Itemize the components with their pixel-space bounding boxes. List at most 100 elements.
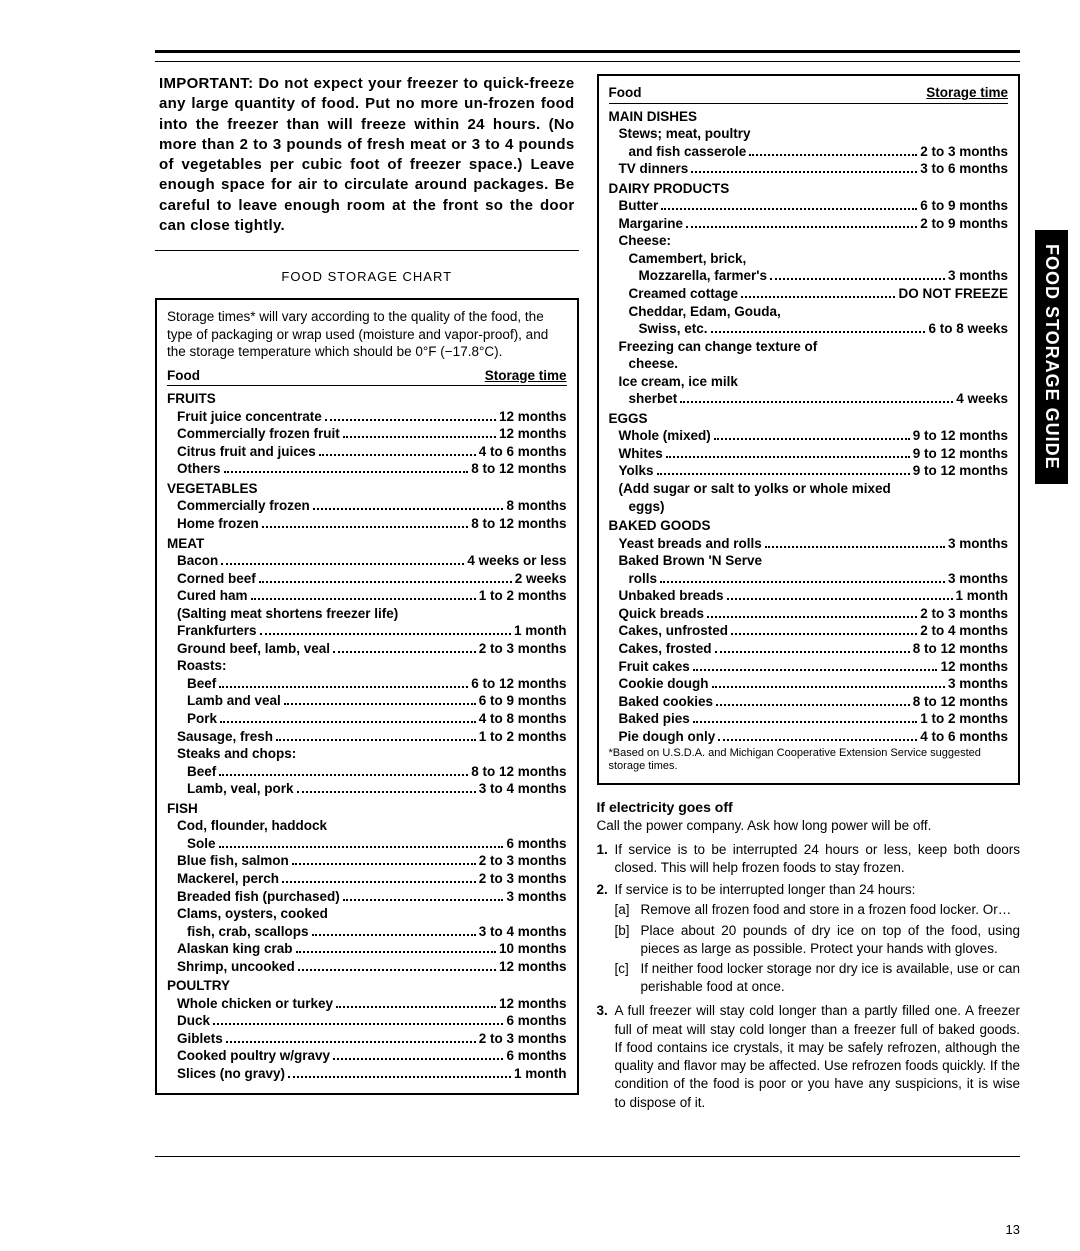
storage-label: Cakes, unfrosted bbox=[619, 622, 729, 640]
storage-time: 1 month bbox=[514, 622, 567, 640]
storage-label: Butter bbox=[619, 197, 659, 215]
leader-dots bbox=[693, 669, 938, 671]
storage-label: Alaskan king crab bbox=[177, 940, 293, 958]
sublist-letter: [b] bbox=[615, 922, 641, 958]
head-time-r: Storage time bbox=[926, 84, 1008, 102]
storage-time: 9 to 12 months bbox=[913, 445, 1008, 463]
leader-dots bbox=[716, 704, 910, 706]
storage-label: Slices (no gravy) bbox=[177, 1065, 285, 1083]
leader-dots bbox=[657, 473, 910, 475]
storage-label: Creamed cottage bbox=[629, 285, 739, 303]
storage-time: 3 months bbox=[948, 675, 1008, 693]
storage-time: 1 month bbox=[514, 1065, 567, 1083]
leader-dots bbox=[660, 581, 945, 583]
storage-label: Breaded fish (purchased) bbox=[177, 888, 340, 906]
storage-note: (Add sugar or salt to yolks or whole mix… bbox=[609, 480, 1009, 498]
storage-row: Pie dough only4 to 6 months bbox=[609, 728, 1009, 746]
sublist-text: Place about 20 pounds of dry ice on top … bbox=[641, 922, 1021, 958]
leader-dots bbox=[319, 454, 476, 456]
storage-time: 12 months bbox=[499, 995, 567, 1013]
category-heading: MEAT bbox=[167, 535, 567, 553]
head-food: Food bbox=[167, 367, 200, 385]
storage-label: sherbet bbox=[629, 390, 678, 408]
storage-time: 6 to 9 months bbox=[920, 197, 1008, 215]
storage-time: 1 to 2 months bbox=[479, 728, 567, 746]
leader-dots bbox=[251, 598, 476, 600]
storage-row: Frankfurters1 month bbox=[167, 622, 567, 640]
leader-dots bbox=[219, 774, 468, 776]
storage-note: Roasts: bbox=[167, 657, 567, 675]
leader-dots bbox=[219, 686, 468, 688]
leader-dots bbox=[262, 526, 468, 528]
storage-time: 1 to 2 months bbox=[479, 587, 567, 605]
chart-title: FOOD STORAGE CHART bbox=[155, 269, 579, 284]
sublist-text: Remove all frozen food and store in a fr… bbox=[641, 901, 1021, 919]
electricity-sublist: [a]Remove all frozen food and store in a… bbox=[615, 901, 1021, 996]
storage-label: TV dinners bbox=[619, 160, 689, 178]
storage-time: 2 to 3 months bbox=[920, 143, 1008, 161]
leader-dots bbox=[661, 208, 917, 210]
storage-time: 4 weeks bbox=[956, 390, 1008, 408]
storage-row: Slices (no gravy) 1 month bbox=[167, 1065, 567, 1083]
storage-label: and fish casserole bbox=[629, 143, 747, 161]
leader-dots bbox=[224, 471, 469, 473]
divider bbox=[155, 250, 579, 251]
leader-dots bbox=[313, 508, 504, 510]
storage-label: Home frozen bbox=[177, 515, 259, 533]
side-tab: FOOD STORAGE GUIDE bbox=[1035, 230, 1068, 484]
storage-note: Baked Brown 'N Serve bbox=[609, 552, 1009, 570]
storage-label: Sole bbox=[187, 835, 216, 853]
electricity-title: If electricity goes off bbox=[597, 799, 1021, 815]
columns: IMPORTANT: Do not expect your freezer to… bbox=[155, 74, 1020, 1116]
storage-note: Camembert, brick, bbox=[609, 250, 1009, 268]
storage-row: Cakes, unfrosted2 to 4 months bbox=[609, 622, 1009, 640]
list-body: A full freezer will stay cold longer tha… bbox=[615, 1002, 1021, 1111]
storage-row: Ground beef, lamb, veal2 to 3 months bbox=[167, 640, 567, 658]
leader-dots bbox=[731, 633, 917, 635]
storage-time: 6 to 12 months bbox=[471, 675, 566, 693]
storage-row: and fish casserole 2 to 3 months bbox=[609, 143, 1009, 161]
storage-time: 9 to 12 months bbox=[913, 427, 1008, 445]
category-heading: DAIRY PRODUCTS bbox=[609, 180, 1009, 198]
top-rule-light bbox=[155, 61, 1020, 62]
storage-row: Home frozen 8 to 12 months bbox=[167, 515, 567, 533]
list-number: 2. bbox=[597, 881, 615, 998]
category-heading: VEGETABLES bbox=[167, 480, 567, 498]
leader-dots bbox=[693, 721, 917, 723]
storage-label: Sausage, fresh bbox=[177, 728, 273, 746]
page: IMPORTANT: Do not expect your freezer to… bbox=[0, 0, 1080, 1185]
leader-dots bbox=[770, 278, 945, 280]
storage-time: 8 to 12 months bbox=[471, 515, 566, 533]
storage-time: 3 months bbox=[948, 535, 1008, 553]
electricity-subitem: [c]If neither food locker storage nor dr… bbox=[615, 960, 1021, 996]
storage-row: Alaskan king crab10 months bbox=[167, 940, 567, 958]
storage-label: Pork bbox=[187, 710, 217, 728]
storage-row: Cakes, frosted8 to 12 months bbox=[609, 640, 1009, 658]
leader-dots bbox=[765, 546, 945, 548]
leader-dots bbox=[296, 951, 496, 953]
leader-dots bbox=[718, 739, 917, 741]
storage-label: Unbaked breads bbox=[619, 587, 724, 605]
storage-row: Fruit cakes12 months bbox=[609, 658, 1009, 676]
storage-label: Bacon bbox=[177, 552, 218, 570]
storage-label: Fruit juice concentrate bbox=[177, 408, 322, 426]
storage-row: Mackerel, perch2 to 3 months bbox=[167, 870, 567, 888]
storage-time: 3 to 4 months bbox=[479, 923, 567, 941]
leader-dots bbox=[219, 846, 504, 848]
leader-dots bbox=[260, 633, 511, 635]
storage-note: Clams, oysters, cooked bbox=[167, 905, 567, 923]
electricity-item: 3.A full freezer will stay cold longer t… bbox=[597, 1002, 1021, 1111]
storage-label: Duck bbox=[177, 1012, 210, 1030]
storage-time: 8 months bbox=[506, 497, 566, 515]
leader-dots bbox=[333, 1058, 503, 1060]
chart-header-right: Food Storage time bbox=[609, 84, 1009, 104]
leader-dots bbox=[712, 686, 945, 688]
leader-dots bbox=[749, 154, 917, 156]
category-heading: FRUITS bbox=[167, 390, 567, 408]
storage-row: Commercially frozen8 months bbox=[167, 497, 567, 515]
storage-note: Cod, flounder, haddock bbox=[167, 817, 567, 835]
storage-label: Pie dough only bbox=[619, 728, 716, 746]
left-column: IMPORTANT: Do not expect your freezer to… bbox=[155, 74, 579, 1116]
storage-note: Stews; meat, poultry bbox=[609, 125, 1009, 143]
leader-dots bbox=[297, 791, 476, 793]
